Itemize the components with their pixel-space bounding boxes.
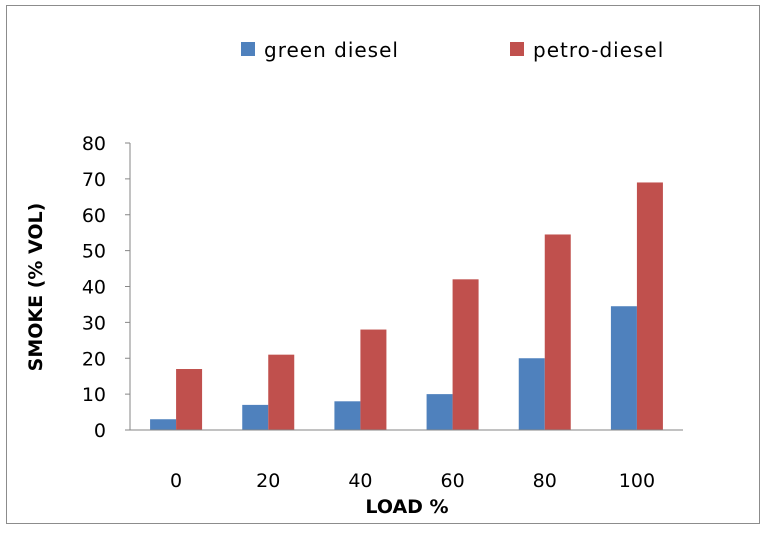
legend: green diesel petro-diesel (241, 38, 664, 62)
x-tick-label: 0 (170, 470, 182, 492)
x-axis-title: LOAD % (365, 496, 448, 518)
y-tick-label: 0 (94, 420, 106, 442)
x-tick-label: 20 (256, 470, 280, 492)
chart-frame (6, 5, 760, 524)
x-tick-label: 100 (619, 470, 655, 492)
bars (150, 182, 663, 430)
bar-petro-diesel-40 (360, 329, 387, 430)
legend-swatch-petro-diesel (510, 42, 524, 56)
x-tick-label: 40 (348, 470, 372, 492)
legend-swatch-green-diesel (241, 42, 255, 56)
y-tick-label: 50 (82, 241, 106, 263)
legend-label-petro-diesel: petro-diesel (533, 38, 664, 62)
x-tick-label: 80 (533, 470, 557, 492)
y-tick-label: 70 (82, 169, 106, 191)
bar-petro-diesel-20 (268, 354, 295, 430)
bar-petro-diesel-80 (544, 234, 571, 430)
bar-green-diesel-60 (426, 394, 453, 430)
legend-label-green-diesel: green diesel (264, 38, 399, 62)
y-axis-title: SMOKE (% VOL) (25, 203, 47, 372)
y-tick-label: 20 (82, 348, 106, 370)
bar-green-diesel-0 (150, 419, 177, 430)
x-tick-label: 60 (440, 470, 464, 492)
y-tick-label: 10 (82, 384, 106, 406)
bar-green-diesel-20 (242, 404, 269, 430)
bar-green-diesel-100 (610, 306, 637, 430)
y-tick-label: 80 (82, 133, 106, 155)
y-tick-label: 40 (82, 277, 106, 299)
x-axis-ticks: 0 20 40 60 80 100 (170, 470, 655, 492)
bar-green-diesel-80 (518, 358, 545, 430)
y-tick-label: 30 (82, 312, 106, 334)
y-axis-ticks: 0 10 20 30 40 50 60 70 80 (82, 133, 130, 442)
bar-petro-diesel-60 (452, 279, 479, 430)
bar-petro-diesel-0 (176, 369, 203, 430)
y-tick-label: 60 (82, 205, 106, 227)
bar-petro-diesel-100 (636, 182, 663, 430)
bar-green-diesel-40 (334, 401, 361, 430)
